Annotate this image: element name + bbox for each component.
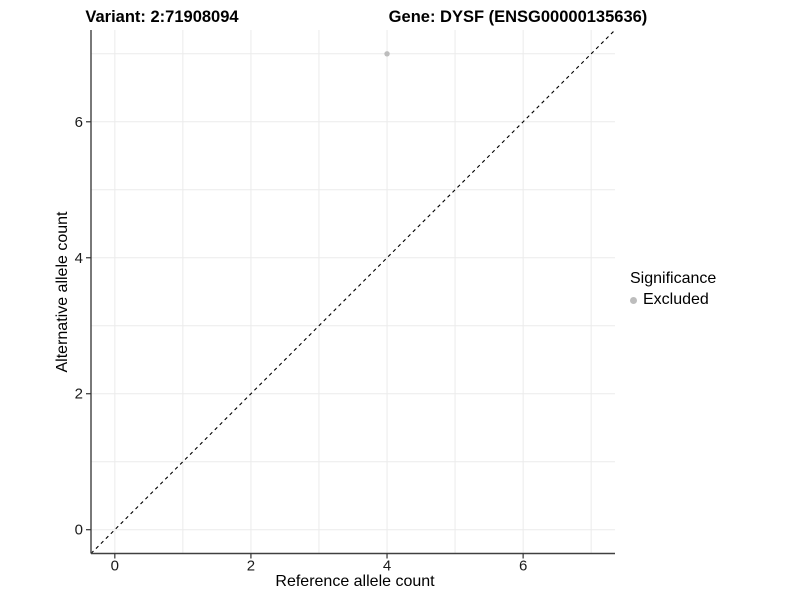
x-tick-label: 2 (247, 558, 255, 575)
y-tick-label: 6 (75, 114, 83, 131)
data-point (384, 51, 390, 57)
y-tick-label: 0 (75, 522, 83, 539)
x-tick-label: 4 (383, 558, 391, 575)
y-tick-label: 2 (75, 386, 83, 403)
x-tick-label: 0 (111, 558, 119, 575)
legend-item-label: Excluded (643, 291, 709, 308)
y-axis-label: Alternative allele count (54, 211, 71, 373)
y-tick-label: 4 (75, 250, 83, 267)
x-tick-label: 6 (519, 558, 527, 575)
plot-title-gene: Gene: DYSF (ENSG00000135636) (388, 8, 648, 26)
identity-line (90, 29, 616, 554)
legend: Significance Excluded (630, 270, 716, 309)
legend-marker-circle-icon (630, 296, 637, 304)
plot-title-variant: Variant: 2:71908094 (85, 8, 239, 26)
legend-item-excluded: Excluded (630, 291, 716, 309)
legend-title: Significance (630, 270, 717, 287)
x-axis-label: Reference allele count (275, 573, 435, 590)
